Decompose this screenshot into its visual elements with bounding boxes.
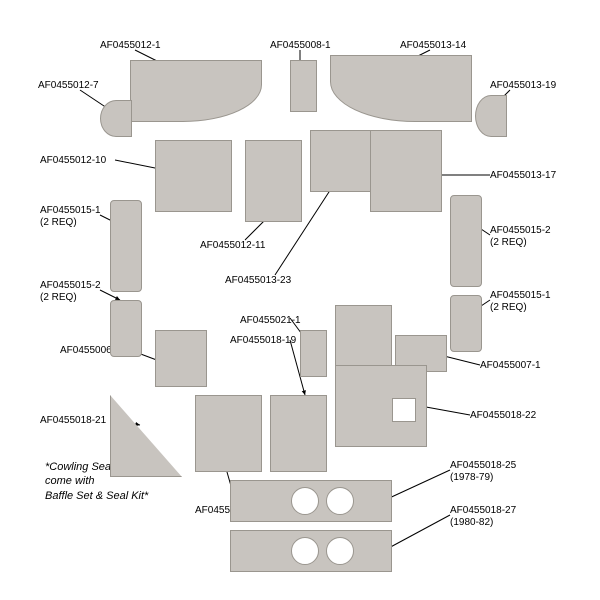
part-shape (450, 295, 482, 352)
part-shape (155, 330, 207, 387)
part-shape (330, 55, 472, 122)
part-label: AF0455015-2 (2 REQ) (40, 280, 101, 304)
part-label: AF0455018-27 (1980-82) (450, 505, 516, 529)
part-label: AF0455008-1 (270, 40, 331, 52)
part-shape (270, 395, 327, 472)
part-label: AF0455018-19 (230, 335, 296, 347)
part-shape (450, 195, 482, 287)
part-label: AF0455013-19 (490, 80, 556, 92)
part-label: AF0455018-25 (1978-79) (450, 460, 516, 484)
part-shape (130, 60, 262, 122)
part-shape (245, 140, 302, 222)
parts-diagram: { "background": "#ffffff", "part_fill": … (0, 0, 600, 600)
part-label: AF0455013-17 (490, 170, 556, 182)
part-label: AF0455013-23 (225, 275, 291, 287)
part-label: AF0455012-11 (200, 240, 265, 252)
part-label: AF0455018-21 (40, 415, 106, 427)
part-shape (300, 330, 327, 377)
part-label: AF0455015-1 (2 REQ) (40, 205, 101, 229)
part-shape (100, 100, 132, 137)
part-label: AF0455021-1 (240, 315, 301, 327)
part-label: AF0455007-1 (480, 360, 541, 372)
part-label: AF0455012-10 (40, 155, 106, 167)
part-label: AF0455015-1 (2 REQ) (490, 290, 551, 314)
part-label: AF0455013-14 (400, 40, 466, 52)
part-label: AF0455015-2 (2 REQ) (490, 225, 551, 249)
part-shape (110, 300, 142, 357)
part-shape (195, 395, 262, 472)
part-shape (475, 95, 507, 137)
part-shape (230, 480, 392, 522)
part-shape (110, 395, 182, 477)
part-label: AF0455018-22 (470, 410, 536, 422)
part-shape (230, 530, 392, 572)
part-shape (370, 130, 442, 212)
part-shape (155, 140, 232, 212)
part-label: AF0455012-1 (100, 40, 161, 52)
part-shape (335, 365, 427, 447)
part-shape (110, 200, 142, 292)
part-label: AF0455012-7 (38, 80, 99, 92)
part-shape (290, 60, 317, 112)
